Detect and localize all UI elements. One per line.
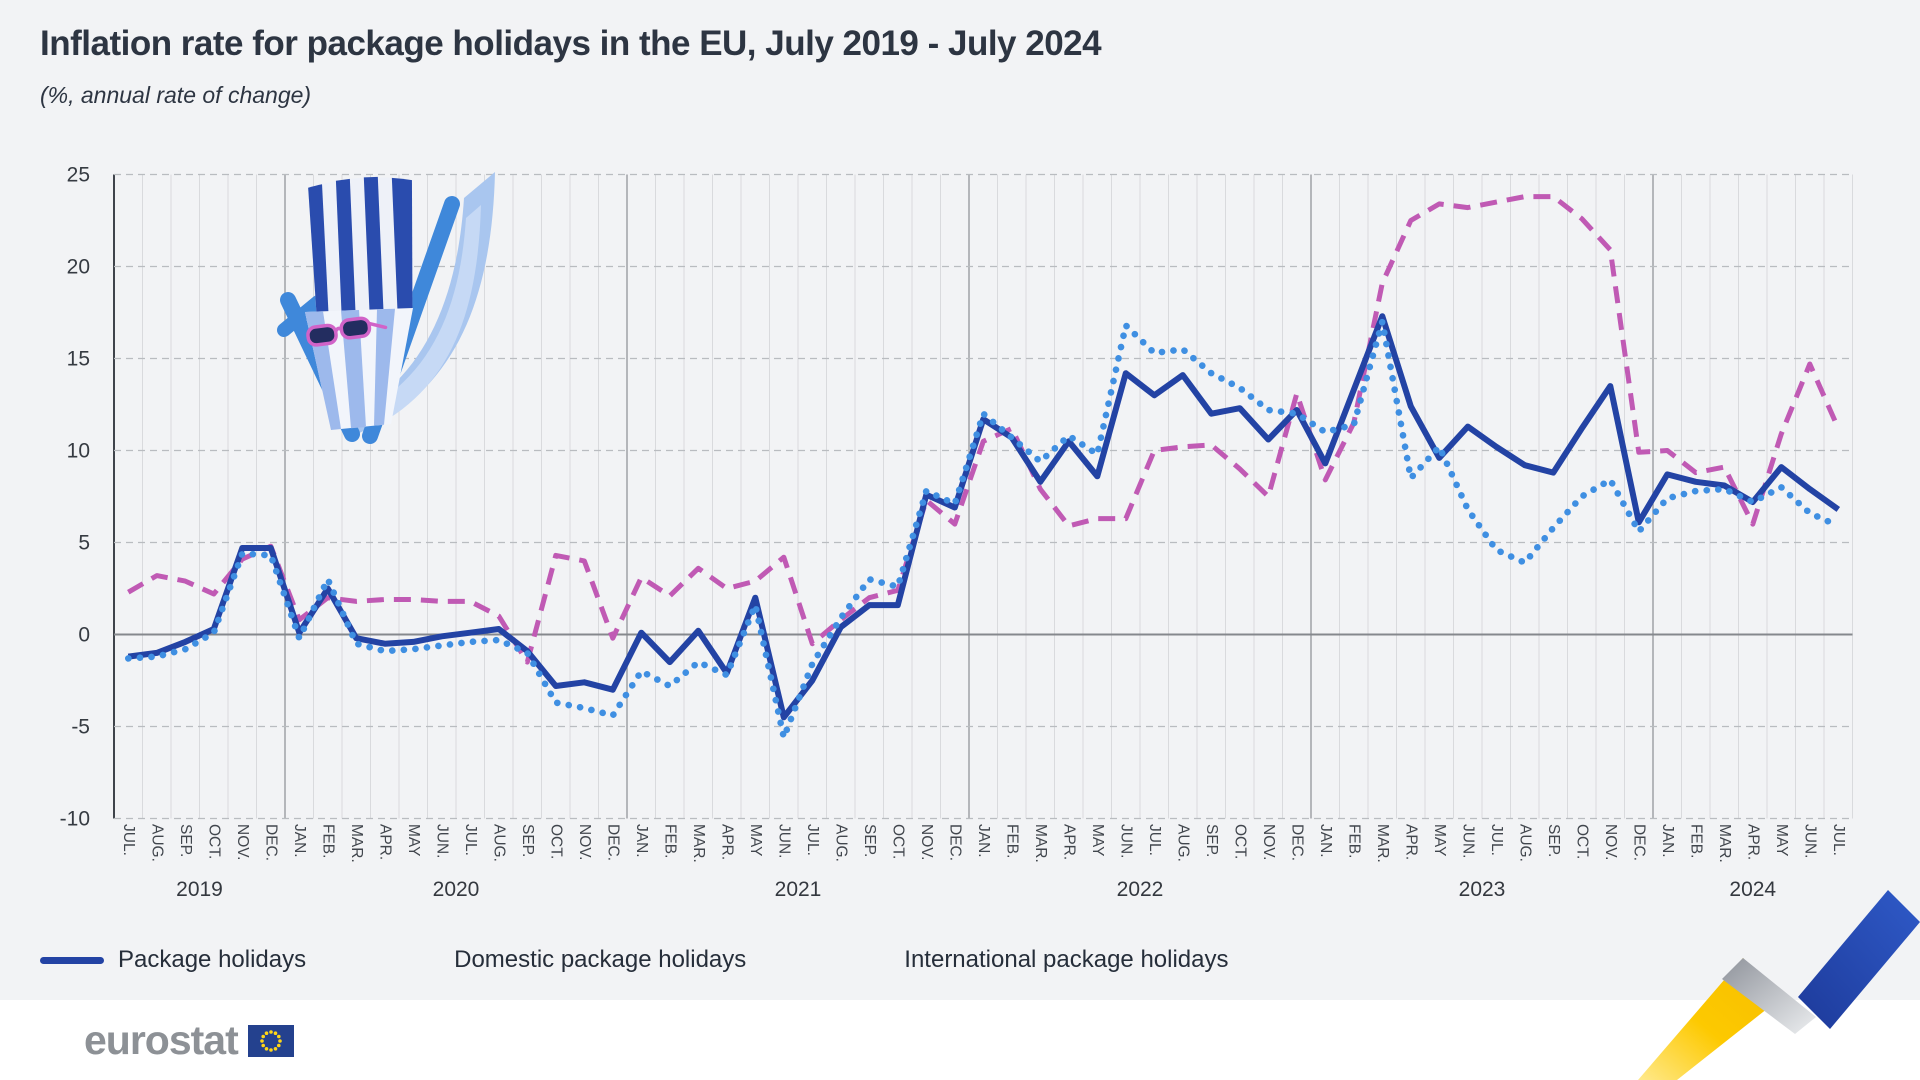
svg-text:SEP.: SEP. [861, 824, 878, 857]
svg-text:OCT.: OCT. [1232, 824, 1249, 859]
svg-text:DEC.: DEC. [263, 824, 280, 861]
page-subtitle: (%, annual rate of change) [40, 82, 312, 108]
svg-text:MAR.: MAR. [690, 824, 707, 863]
svg-text:APR.: APR. [1745, 824, 1762, 860]
svg-text:JAN.: JAN. [633, 824, 650, 858]
svg-text:OCT.: OCT. [1574, 824, 1591, 859]
svg-text:AUG.: AUG. [1517, 824, 1534, 862]
chart-legend: Package holidays Domestic package holida… [40, 946, 1229, 974]
legend-label: Domestic package holidays [454, 946, 747, 973]
svg-text:JUL.: JUL. [120, 824, 137, 856]
deckchair-illustration [277, 172, 495, 444]
legend-label: International package holidays [904, 946, 1229, 973]
svg-text:NOV.: NOV. [576, 824, 593, 860]
footer-strip [0, 1000, 1920, 1080]
svg-text:MAR.: MAR. [1716, 824, 1733, 863]
svg-text:APR.: APR. [377, 824, 394, 860]
svg-text:FEB.: FEB. [662, 824, 679, 858]
svg-text:JUN.: JUN. [1118, 824, 1135, 858]
ribbon-decoration [1638, 890, 1920, 1080]
svg-text:AUG.: AUG. [1175, 824, 1192, 862]
svg-text:SEP.: SEP. [1203, 824, 1220, 857]
svg-text:JAN.: JAN. [975, 824, 992, 858]
svg-text:2023: 2023 [1459, 878, 1506, 901]
international-line-swatch-icon [804, 956, 890, 965]
svg-text:MAY: MAY [1431, 824, 1448, 856]
svg-text:JUN.: JUN. [776, 824, 793, 858]
svg-text:MAR.: MAR. [348, 824, 365, 863]
svg-text:2020: 2020 [433, 878, 480, 901]
svg-text:JAN.: JAN. [291, 824, 308, 858]
svg-text:SEP.: SEP. [519, 824, 536, 857]
svg-text:OCT.: OCT. [890, 824, 907, 859]
legend-item-package: Package holidays [40, 946, 306, 974]
svg-text:JUN.: JUN. [1460, 824, 1477, 858]
svg-text:FEB.: FEB. [320, 824, 337, 858]
page-title: Inflation rate for package holidays in t… [40, 24, 1102, 63]
eurostat-logo: eurostat [84, 1020, 294, 1061]
legend-label: Package holidays [118, 946, 307, 973]
svg-text:10: 10 [67, 440, 90, 463]
svg-text:DEC.: DEC. [605, 824, 622, 861]
legend-item-domestic: Domestic package holidays [364, 946, 746, 974]
axis-label-layer: 25 20 15 10 5 0 -5 -10 JUL. AUG. SEP. OCT. NOV. DEC. J… [60, 164, 1848, 902]
svg-text:0: 0 [78, 624, 90, 647]
svg-text:NOV.: NOV. [1260, 824, 1277, 860]
svg-text:5: 5 [78, 532, 90, 555]
svg-text:25: 25 [67, 164, 90, 187]
svg-text:FEB.: FEB. [1346, 824, 1363, 858]
svg-text:AUG.: AUG. [149, 824, 166, 862]
svg-text:2022: 2022 [1117, 878, 1164, 901]
package-line-swatch-icon [40, 956, 104, 964]
svg-text:NOV.: NOV. [918, 824, 935, 860]
svg-text:MAY: MAY [1089, 824, 1106, 856]
domestic-line-swatch-icon [364, 957, 440, 964]
sunglasses-icon [306, 316, 388, 347]
svg-text:SEP.: SEP. [177, 824, 194, 857]
eurostat-wordmark: eurostat [84, 1017, 239, 1063]
series-layer [125, 194, 1842, 741]
eu-flag-icon [247, 1024, 294, 1057]
svg-text:2019: 2019 [176, 878, 223, 901]
svg-text:MAY: MAY [747, 824, 764, 856]
svg-text:JUL.: JUL. [462, 824, 479, 856]
svg-text:OCT.: OCT. [206, 824, 223, 859]
svg-text:JUL.: JUL. [1488, 824, 1505, 856]
svg-text:15: 15 [67, 348, 90, 371]
svg-text:NOV.: NOV. [1602, 824, 1619, 860]
svg-text:-10: -10 [60, 808, 90, 831]
svg-text:JUL.: JUL. [1146, 824, 1163, 856]
svg-text:SEP.: SEP. [1545, 824, 1562, 857]
svg-text:2021: 2021 [775, 878, 822, 901]
svg-text:MAY: MAY [1773, 824, 1790, 856]
svg-text:MAR.: MAR. [1032, 824, 1049, 863]
svg-text:APR.: APR. [1403, 824, 1420, 860]
svg-text:JUL.: JUL. [1830, 824, 1847, 856]
svg-text:MAR.: MAR. [1374, 824, 1391, 863]
svg-text:DEC.: DEC. [1289, 824, 1306, 861]
svg-text:AUG.: AUG. [491, 824, 508, 862]
svg-text:JUL.: JUL. [804, 824, 821, 856]
svg-text:JAN.: JAN. [1659, 824, 1676, 858]
svg-text:2024: 2024 [1729, 878, 1776, 901]
svg-text:JUN.: JUN. [1802, 824, 1819, 858]
svg-text:APR.: APR. [1061, 824, 1078, 860]
svg-text:AUG.: AUG. [833, 824, 850, 862]
svg-text:FEB.: FEB. [1688, 824, 1705, 858]
svg-text:JUN.: JUN. [434, 824, 451, 858]
svg-text:NOV.: NOV. [234, 824, 251, 860]
svg-text:OCT.: OCT. [548, 824, 565, 859]
svg-text:-5: -5 [71, 716, 90, 739]
svg-text:APR.: APR. [719, 824, 736, 860]
legend-item-international: International package holidays [804, 946, 1228, 974]
svg-text:FEB.: FEB. [1004, 824, 1021, 858]
svg-text:MAY: MAY [405, 824, 422, 856]
svg-text:DEC.: DEC. [1631, 824, 1648, 861]
svg-text:DEC.: DEC. [947, 824, 964, 861]
svg-text:JAN.: JAN. [1317, 824, 1334, 858]
svg-text:20: 20 [67, 256, 90, 279]
